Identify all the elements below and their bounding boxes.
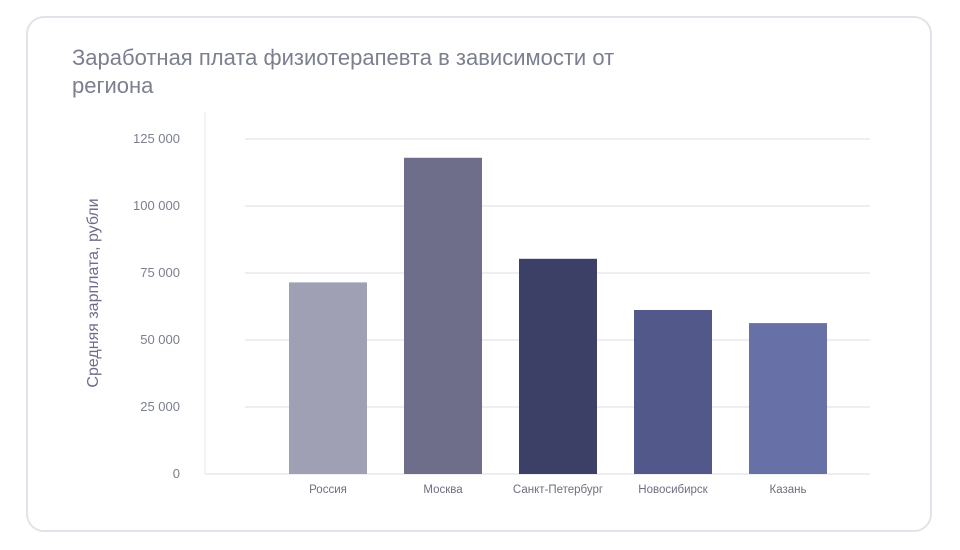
y-tick-label: 100 000 <box>133 198 180 213</box>
bar <box>519 258 597 474</box>
y-tick-label: 75 000 <box>140 265 180 280</box>
x-tick-label: Новосибирск <box>638 484 708 496</box>
x-tick-label: Россия <box>309 484 347 496</box>
bar <box>749 323 827 474</box>
x-tick-label: Санкт-Петербург <box>513 484 603 496</box>
x-axis-ticks: Россия Москва Санкт-Петербург Новосибирск Ка… <box>309 484 806 496</box>
y-axis-label: Средняя зарплата, рубли <box>85 198 102 387</box>
x-tick-label: Москва <box>423 484 463 496</box>
bars <box>289 157 827 474</box>
y-tick-label: 25 000 <box>140 399 180 414</box>
y-tick-label: 50 000 <box>140 332 180 347</box>
chart-title: Заработная плата физиотерапевта в зависи… <box>72 45 615 98</box>
bar <box>404 157 482 474</box>
y-tick-label: 0 <box>173 466 180 481</box>
bar <box>289 282 367 474</box>
bar <box>634 309 712 474</box>
x-tick-label: Казань <box>770 484 807 496</box>
y-tick-label: 125 000 <box>133 131 180 146</box>
y-axis-ticks: 0 25 000 50 000 75 000 100 000 125 000 <box>133 131 180 481</box>
